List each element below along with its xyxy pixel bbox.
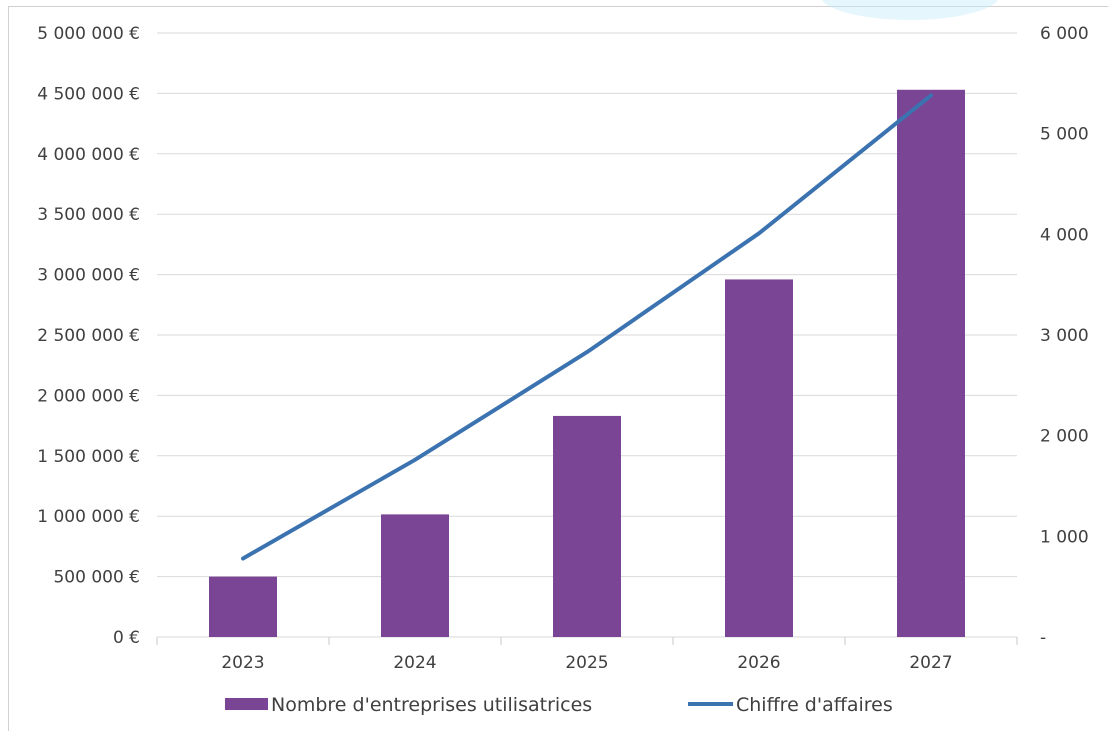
bar xyxy=(897,89,965,637)
bar xyxy=(381,514,449,637)
right-axis-ticks: - 1 000 2 000 3 000 4 000 5 000 6 000 xyxy=(1040,24,1089,648)
x-tick-label: 2027 xyxy=(909,653,952,673)
bar xyxy=(725,279,793,637)
left-tick-label: 0 € xyxy=(113,628,140,648)
background-glow xyxy=(820,0,1000,20)
left-tick-label: 5 000 000 € xyxy=(37,24,140,44)
left-tick-label: 1 500 000 € xyxy=(37,447,140,467)
x-axis-ticks: 2023 2024 2025 2026 2027 xyxy=(156,637,1018,673)
left-tick-label: 2 500 000 € xyxy=(37,326,140,346)
right-tick-label: - xyxy=(1040,628,1046,648)
legend-swatch-bar xyxy=(225,698,268,710)
chart-frame xyxy=(8,6,1108,731)
gridlines xyxy=(157,32,1017,638)
bar xyxy=(553,415,621,637)
bar-series xyxy=(209,89,965,637)
x-tick-label: 2023 xyxy=(221,653,264,673)
legend-label-bar: Nombre d'entreprises utilisatrices xyxy=(271,694,592,716)
line-series xyxy=(241,93,933,561)
left-tick-label: 3 000 000 € xyxy=(37,266,140,286)
x-tick-label: 2026 xyxy=(737,653,780,673)
left-axis-ticks: 0 € 500 000 € 1 000 000 € 1 500 000 € 2 000 … xyxy=(37,24,140,648)
right-tick-label: 6 000 xyxy=(1040,24,1089,44)
left-tick-label: 2 000 000 € xyxy=(37,386,140,406)
x-tick-label: 2024 xyxy=(393,653,436,673)
right-tick-label: 5 000 xyxy=(1040,125,1089,145)
left-tick-label: 500 000 € xyxy=(53,568,140,588)
left-tick-label: 4 500 000 € xyxy=(37,84,140,104)
right-tick-label: 4 000 xyxy=(1040,225,1089,245)
x-tick-label: 2025 xyxy=(565,653,608,673)
legend: Nombre d'entreprises utilisatrices Chiff… xyxy=(225,694,893,716)
right-tick-label: 3 000 xyxy=(1040,326,1089,346)
legend-label-line: Chiffre d'affaires xyxy=(736,694,893,716)
left-tick-label: 1 000 000 € xyxy=(37,507,140,527)
left-tick-label: 4 000 000 € xyxy=(37,145,140,165)
left-tick-label: 3 500 000 € xyxy=(37,205,140,225)
bar xyxy=(209,576,277,637)
right-tick-label: 2 000 xyxy=(1040,427,1089,447)
right-tick-label: 1 000 xyxy=(1040,527,1089,547)
